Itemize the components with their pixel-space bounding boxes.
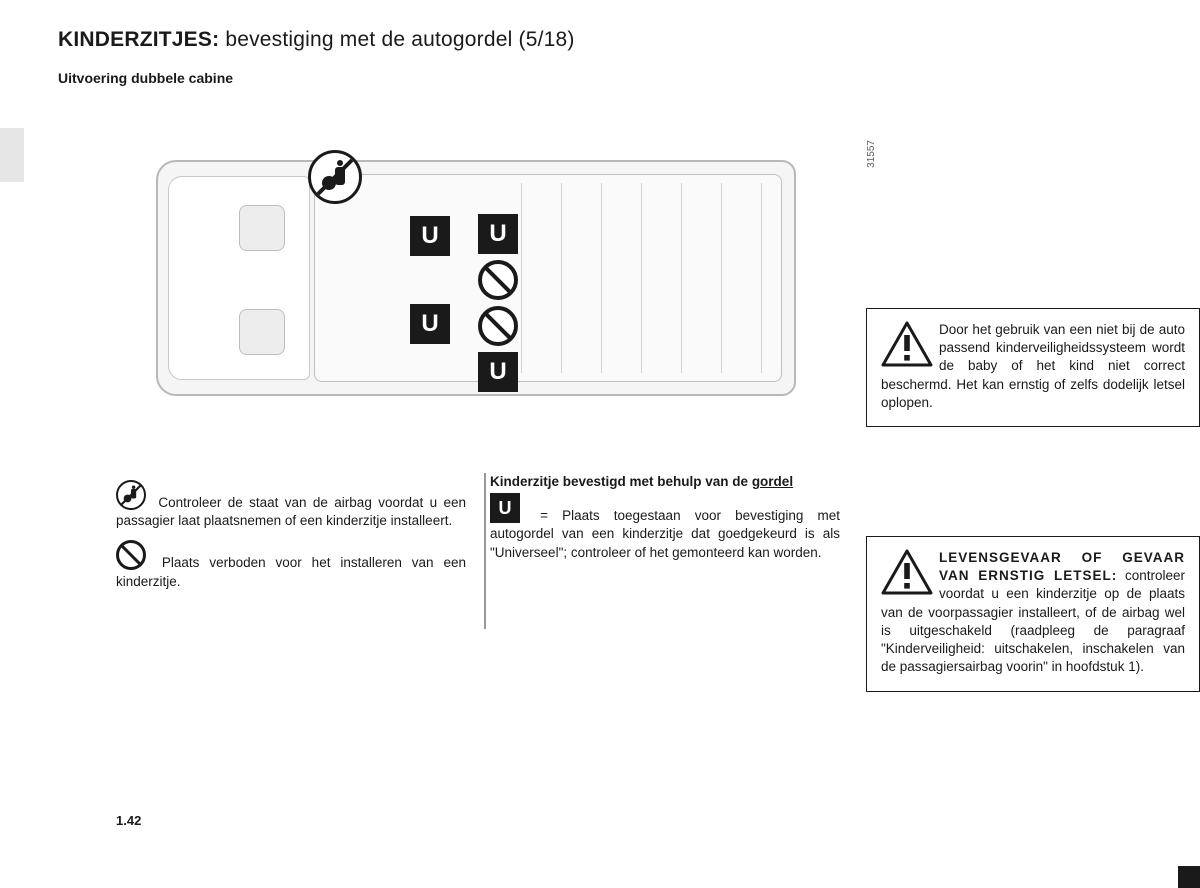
page-subtitle: Uitvoering dubbele cabine [58,70,1158,86]
van-diagram: UUUU 31557 [116,120,836,438]
roof-rib [601,183,602,373]
forbidden-icon [116,540,146,570]
roof-rib [681,183,682,373]
forbid-legend-text: Plaats verboden voor het installeren van… [116,555,466,588]
warning-icon [881,549,933,595]
passenger-seat [239,309,285,355]
u-legend-text: = Plaats toegestaan voor bevestiging met… [490,508,840,559]
title-rest: bevestiging met de autogordel (5/18) [225,28,574,51]
page-number: 1.42 [116,813,141,828]
legend-col-2: Kinderzitje bevestigd met behulp van de … [490,473,840,572]
col2-heading: Kinderzitje bevestigd met behulp van de … [490,473,840,491]
warning-box-1: Door het gebruik van een niet bij de aut… [866,308,1200,427]
side-tab [0,128,24,182]
airbag-check-icon [308,150,362,204]
u-badge-icon: U [478,214,518,254]
driver-seat [239,205,285,251]
airbag-check-icon [116,480,146,510]
u-badge-icon: U [478,352,518,392]
van-windshield [168,176,310,380]
roof-rib [561,183,562,373]
forbid-legend: Plaats verboden voor het installeren van… [116,540,466,590]
roof-rib [521,183,522,373]
airbag-legend-text: Controleer de staat van de airbag voorda… [116,495,466,528]
u-badge-icon: U [410,304,450,344]
van-roof [314,174,782,382]
title-bold: KINDERZITJES: [58,28,219,51]
roof-rib [641,183,642,373]
airbag-legend: Controleer de staat van de airbag voorda… [116,480,466,530]
u-badge-icon: U [410,216,450,256]
warning-icon [881,321,933,367]
corner-mark [1178,866,1200,888]
roof-rib [761,183,762,373]
u-badge-icon: U [490,493,520,523]
manual-page: KINDERZITJES: bevestiging met de autogor… [58,28,1158,858]
forbidden-icon [478,260,518,300]
u-legend: U = Plaats toegestaan voor bevestiging m… [490,493,840,562]
page-title: KINDERZITJES: bevestiging met de autogor… [58,28,1158,52]
van-outline: UUUU [156,160,796,396]
legend-col-1: Controleer de staat van de airbag voorda… [116,480,466,601]
column-divider [484,473,486,629]
roof-rib [721,183,722,373]
image-code: 31557 [866,140,877,168]
forbidden-icon [478,306,518,346]
warning-box-2: LEVENSGEVAAR OF GEVAAR VAN ERNSTIG LETSE… [866,536,1200,692]
